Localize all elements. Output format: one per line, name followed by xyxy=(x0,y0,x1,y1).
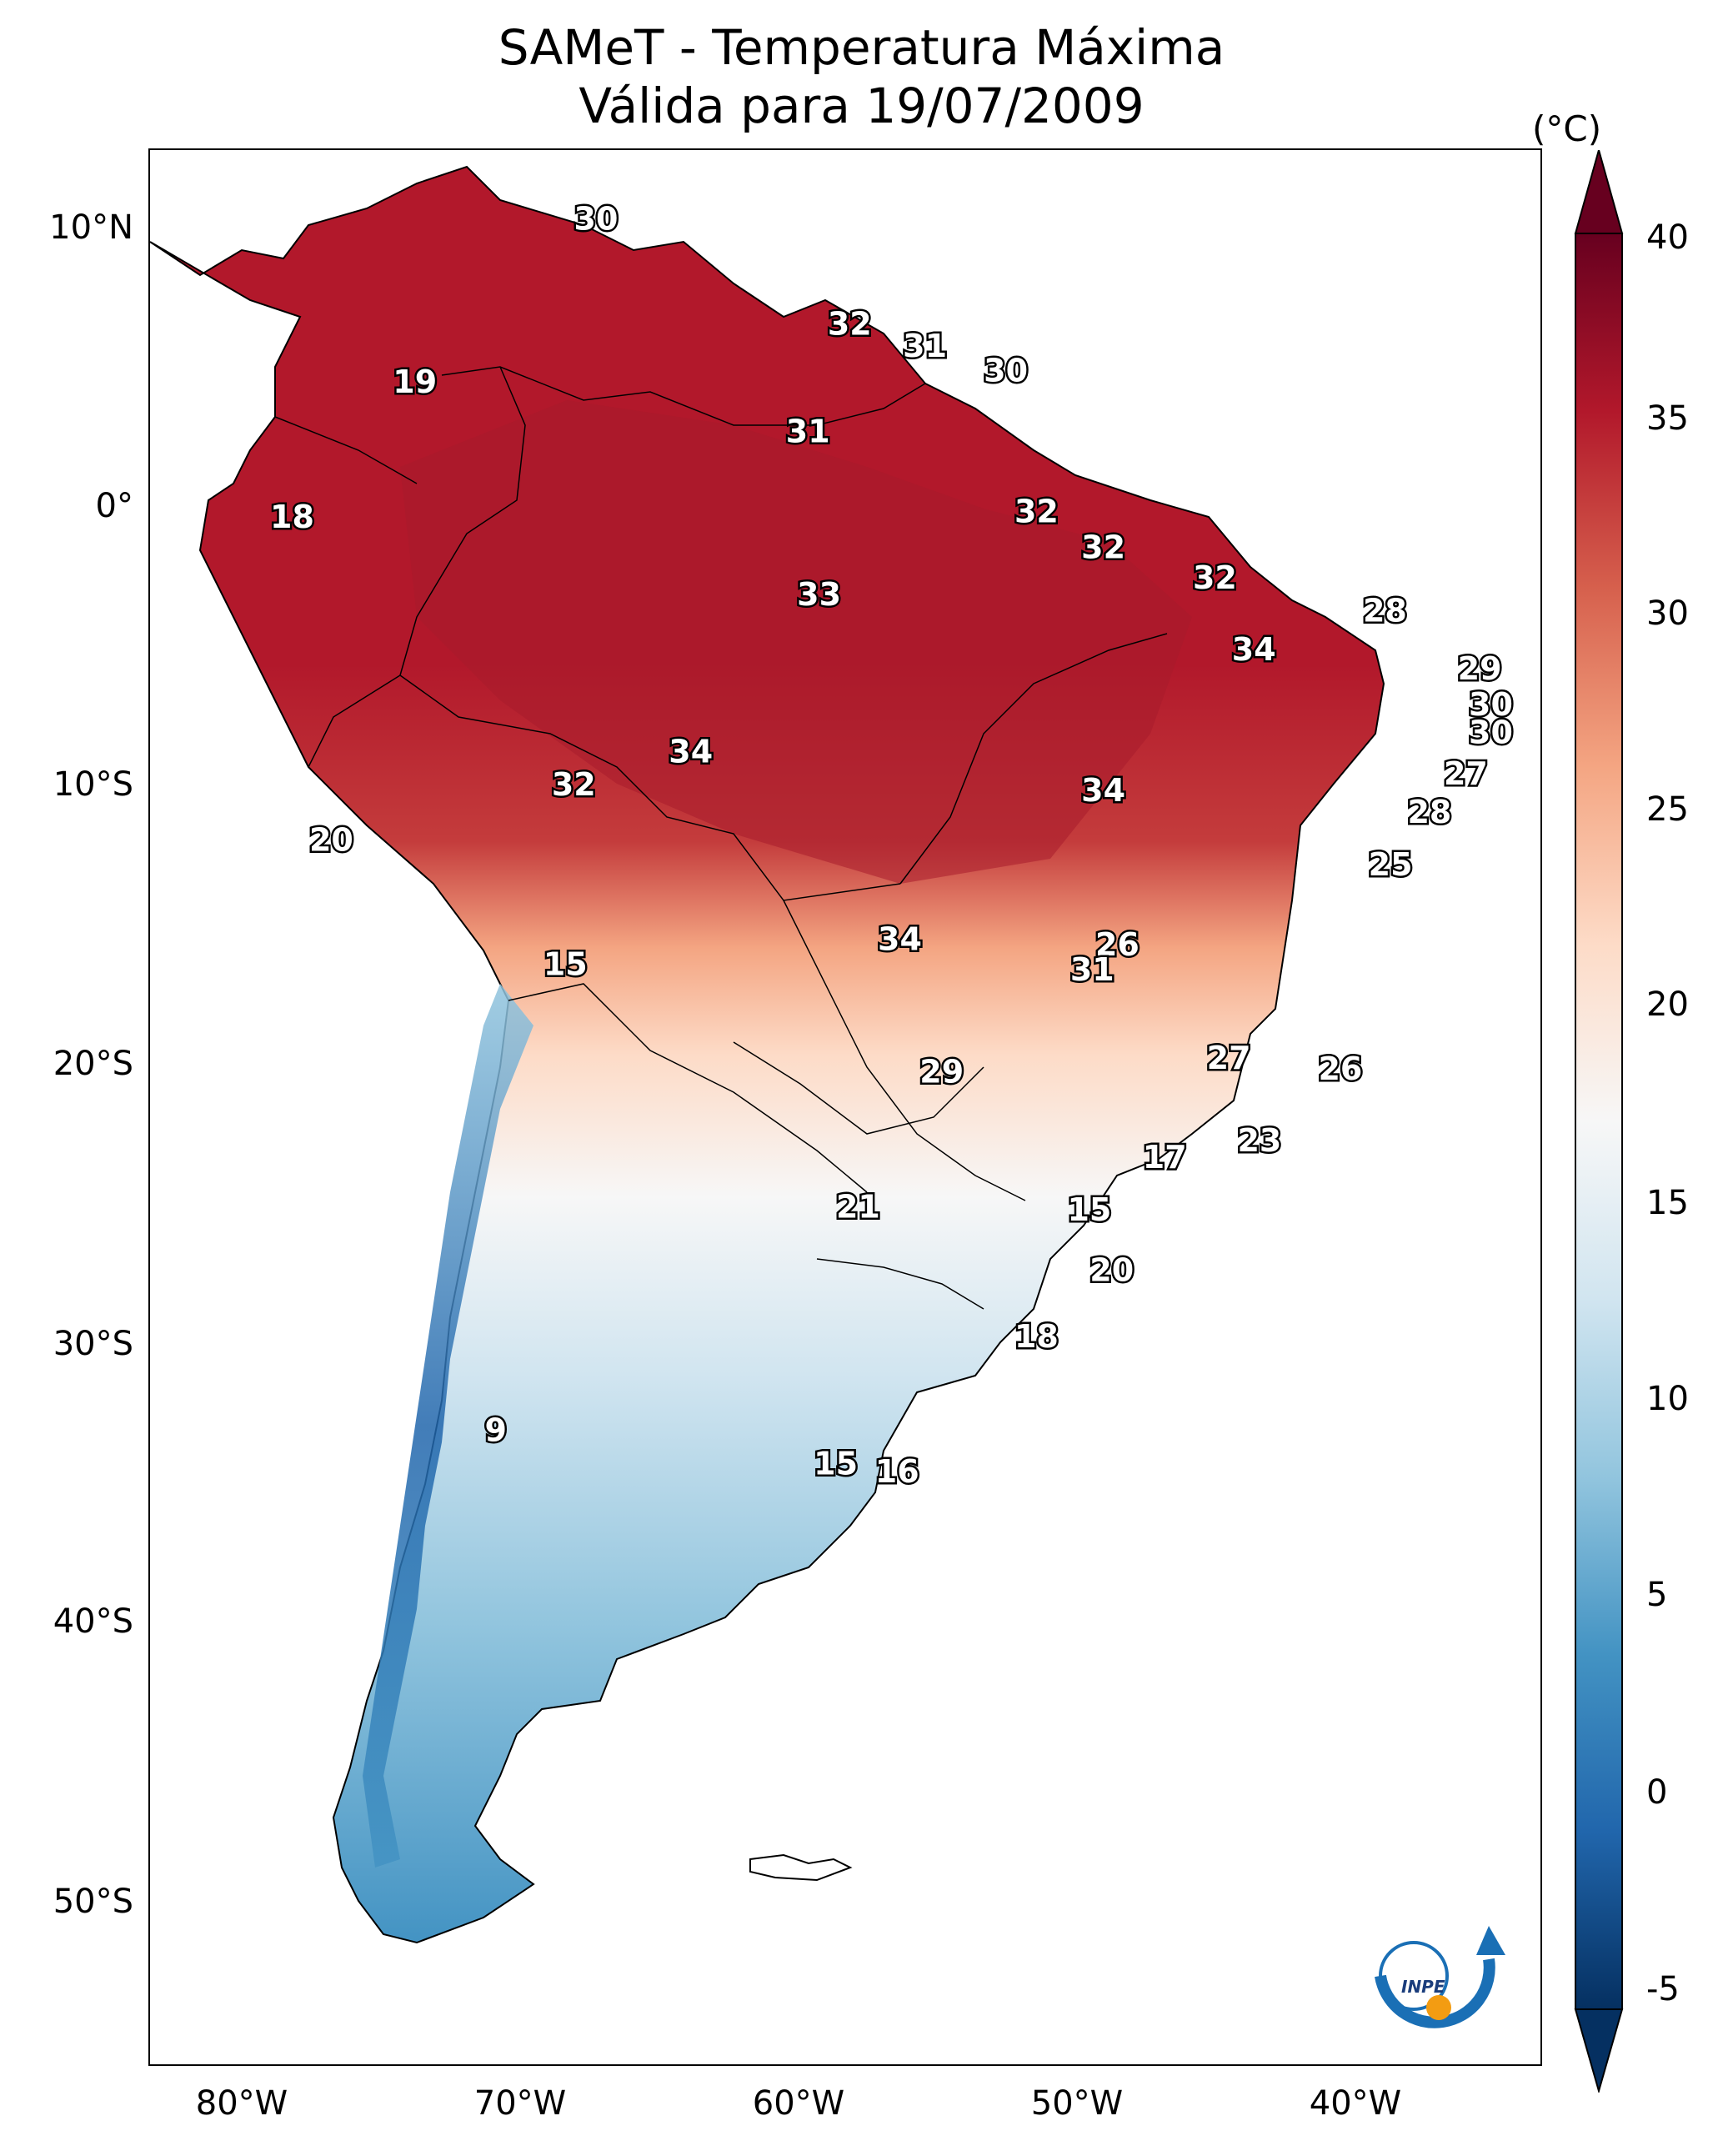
value-label: 26 xyxy=(1318,1050,1362,1087)
map-subtitle: Válida para 19/07/2009 xyxy=(579,78,1144,134)
value-label: 32 xyxy=(1081,529,1125,566)
value-label: 32 xyxy=(828,306,872,343)
value-label: 15 xyxy=(543,945,588,982)
colorbar-scale xyxy=(1575,233,1623,2010)
lat-label-10s: 10°S xyxy=(53,765,133,804)
country-borders xyxy=(274,366,1168,1310)
value-label: 30 xyxy=(984,353,1028,389)
value-label: 20 xyxy=(1089,1252,1134,1289)
lat-label-40s: 40°S xyxy=(53,1602,133,1641)
colorbar-tick-0: 0 xyxy=(1646,1773,1668,1812)
value-label: 19 xyxy=(393,364,437,400)
lat-label-10n: 10°N xyxy=(49,208,133,247)
colorbar-tick-20: 20 xyxy=(1646,985,1689,1024)
value-label: 21 xyxy=(836,1189,880,1226)
svg-text:INPE: INPE xyxy=(1401,1977,1445,1997)
map-panel: 30 32 31 30 19 31 18 32 32 32 33 28 34 29 30 30 34 27 32 34… xyxy=(148,148,1542,2066)
value-label: 32 xyxy=(1193,559,1237,596)
value-label: 32 xyxy=(552,766,596,803)
value-label: 25 xyxy=(1369,846,1413,883)
colorbar-tick-10: 10 xyxy=(1646,1380,1689,1418)
value-label: 16 xyxy=(875,1453,919,1490)
map-title: SAMeT - Temperatura Máxima xyxy=(498,19,1225,76)
value-label: 9 xyxy=(484,1412,506,1449)
value-label: 33 xyxy=(797,576,841,613)
lon-label-60w: 60°W xyxy=(752,2084,845,2123)
value-label: 32 xyxy=(1014,494,1059,530)
hot-region xyxy=(400,400,1192,884)
colorbar-bottom-arrow xyxy=(1574,2008,1624,2093)
value-label: 34 xyxy=(878,921,922,958)
lat-label-0: 0° xyxy=(95,487,133,525)
value-label: 34 xyxy=(669,733,713,770)
value-label: 31 xyxy=(786,414,830,450)
colorbar-top-arrow xyxy=(1574,150,1624,234)
value-label: 27 xyxy=(1207,1040,1251,1076)
lat-label-50s: 50°S xyxy=(53,1883,133,1921)
lon-label-80w: 80°W xyxy=(195,2084,288,2123)
value-label: 15 xyxy=(814,1445,858,1482)
value-label: 31 xyxy=(903,328,947,364)
value-label: 30 xyxy=(1469,686,1513,723)
value-label: 34 xyxy=(1232,631,1276,668)
value-label: 28 xyxy=(1407,794,1451,830)
value-label: 29 xyxy=(1458,650,1502,687)
value-label: 18 xyxy=(1014,1318,1059,1355)
lon-label-40w: 40°W xyxy=(1309,2084,1402,2123)
colorbar-tick-40: 40 xyxy=(1646,218,1689,257)
colorbar-tick-5: 5 xyxy=(1646,1576,1668,1614)
inpe-logo: INPE xyxy=(1375,1926,1505,2028)
value-label: 29 xyxy=(919,1053,964,1090)
value-label: 18 xyxy=(270,499,314,535)
value-label: 31 xyxy=(1070,951,1114,988)
colorbar-tick-15: 15 xyxy=(1646,1184,1689,1222)
lon-label-70w: 70°W xyxy=(473,2084,567,2123)
lat-label-20s: 20°S xyxy=(53,1045,133,1083)
value-label: 30 xyxy=(1469,714,1513,750)
falkland-islands xyxy=(749,1853,853,1882)
value-label: 27 xyxy=(1444,755,1488,792)
value-label: 34 xyxy=(1081,772,1125,809)
colorbar-tick-35: 35 xyxy=(1646,399,1689,438)
value-label: 28 xyxy=(1363,593,1407,629)
colorbar-unit: (°C) xyxy=(1532,108,1602,149)
colorbar-tick-minus5: -5 xyxy=(1646,1970,1680,2008)
value-label: 23 xyxy=(1237,1122,1281,1159)
value-label: 17 xyxy=(1143,1139,1187,1176)
andes-cold-strip xyxy=(363,984,533,1868)
value-label: 26 xyxy=(1095,926,1139,963)
colorbar-tick-30: 30 xyxy=(1646,594,1689,633)
lat-label-30s: 30°S xyxy=(53,1325,133,1363)
value-label: 30 xyxy=(574,201,619,238)
value-label: 20 xyxy=(309,821,353,858)
colorbar xyxy=(1574,150,1624,2093)
value-label: 15 xyxy=(1067,1191,1111,1228)
colorbar-tick-25: 25 xyxy=(1646,790,1689,829)
south-america-landmass xyxy=(150,165,1385,1944)
lon-label-50w: 50°W xyxy=(1030,2084,1124,2123)
